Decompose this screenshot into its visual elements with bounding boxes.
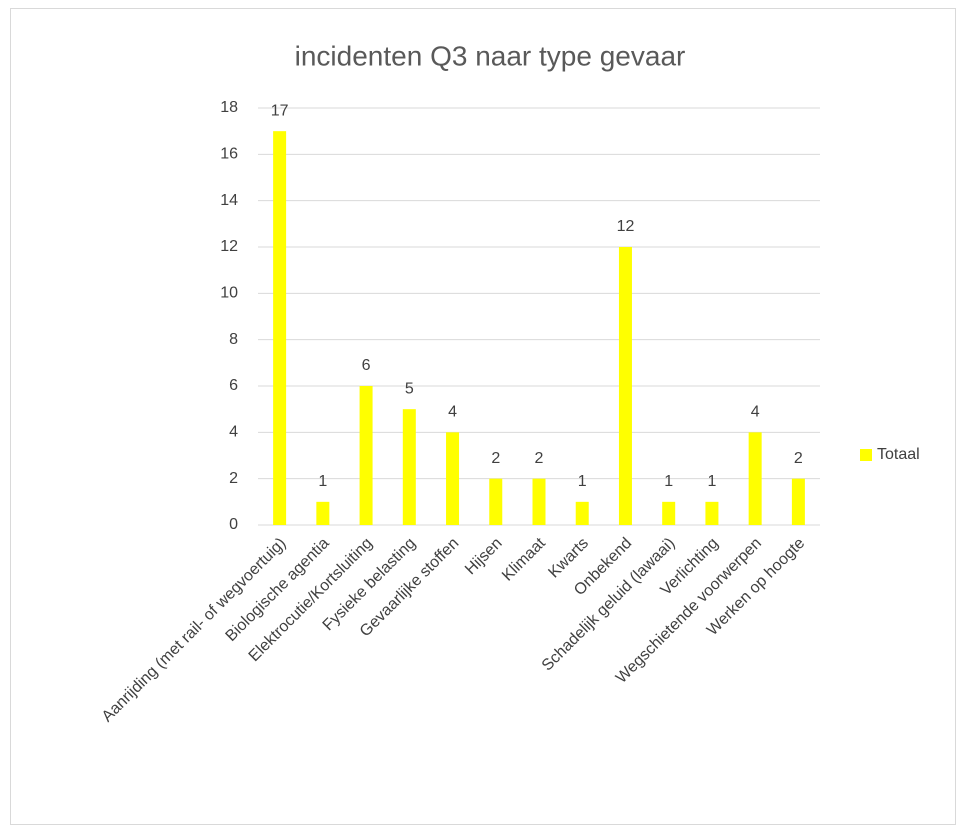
data-label: 4 (751, 404, 760, 421)
y-tick-label: 0 (229, 516, 238, 533)
bar (705, 501, 719, 525)
data-label: 6 (362, 357, 371, 374)
bar (748, 432, 762, 525)
legend-label: Totaal (877, 446, 920, 463)
data-label: 5 (405, 380, 414, 397)
data-label: 1 (664, 473, 673, 490)
data-label: 1 (318, 473, 327, 490)
y-tick-label: 10 (220, 285, 238, 302)
bar (618, 247, 632, 525)
bar (316, 501, 330, 525)
data-label: 12 (617, 218, 635, 235)
bar (489, 478, 503, 525)
y-tick-label: 2 (229, 470, 238, 487)
data-label: 17 (271, 102, 289, 119)
chart-border (10, 8, 956, 825)
data-label: 4 (448, 404, 457, 421)
data-label: 2 (491, 450, 500, 467)
bar (791, 478, 805, 525)
y-tick-label: 14 (220, 192, 238, 209)
data-label: 2 (794, 450, 803, 467)
y-tick-label: 12 (220, 238, 238, 255)
y-tick-label: 6 (229, 377, 238, 394)
data-label: 2 (535, 450, 544, 467)
bar (446, 432, 460, 525)
bar (532, 478, 546, 525)
bar (402, 409, 416, 525)
data-label: 1 (578, 473, 587, 490)
y-tick-label: 16 (220, 146, 238, 163)
bar (575, 501, 589, 525)
bar (359, 386, 373, 525)
y-tick-label: 8 (229, 331, 238, 348)
bar (273, 131, 287, 525)
y-tick-label: 18 (220, 99, 238, 116)
chart-title: incidenten Q3 naar type gevaar (295, 40, 686, 71)
y-tick-label: 4 (229, 424, 238, 441)
bar (662, 501, 676, 525)
legend-swatch (860, 449, 872, 461)
data-label: 1 (707, 473, 716, 490)
